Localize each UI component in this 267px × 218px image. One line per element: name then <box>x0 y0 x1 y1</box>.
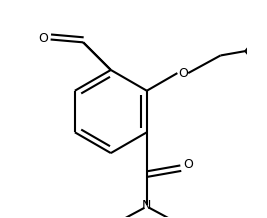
Text: O: O <box>183 158 193 171</box>
Text: O: O <box>179 67 189 80</box>
Text: O: O <box>39 32 49 45</box>
Text: N: N <box>142 199 151 212</box>
